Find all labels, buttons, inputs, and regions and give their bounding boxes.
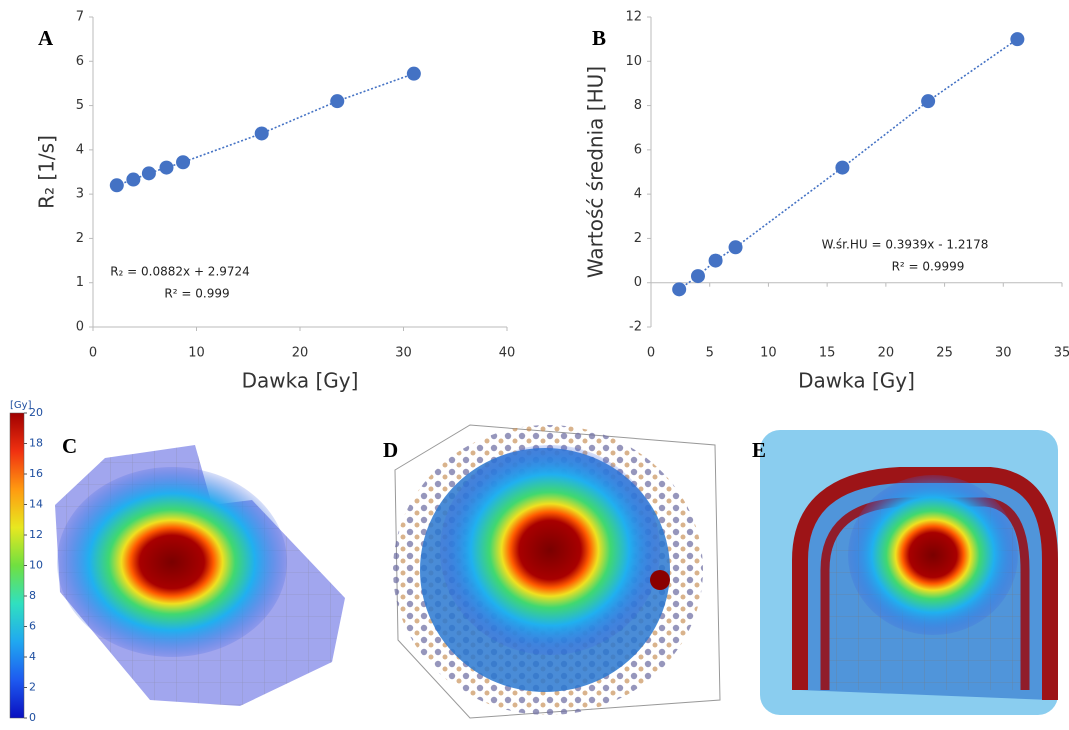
x-tick-label: 20 <box>292 346 309 361</box>
x-tick-label: 5 <box>706 346 714 361</box>
colorbar-tick-label: 8 <box>29 589 36 602</box>
x-tick-label: 35 <box>1054 346 1069 361</box>
point <box>141 166 156 181</box>
panel-label: A <box>38 26 54 50</box>
colorbar-label: [Gy] <box>10 400 32 411</box>
x-tick-label: 10 <box>760 346 777 361</box>
render-c <box>55 445 345 706</box>
x-tick-label: 30 <box>395 346 412 361</box>
y-tick-label: 4 <box>634 187 642 202</box>
y-axis-label: R₂ [1/s] <box>35 135 59 209</box>
colorbar-tick-label: 4 <box>29 650 36 663</box>
y-tick-label: 12 <box>625 10 642 25</box>
panel-label: C <box>62 434 77 458</box>
y-tick-label: 7 <box>76 10 84 25</box>
y-tick-label: 6 <box>634 142 642 157</box>
y-tick-label: 6 <box>76 54 84 69</box>
colorbar-tick-label: 0 <box>29 711 36 724</box>
render-e <box>760 430 1058 715</box>
y-tick-label: 10 <box>625 54 642 69</box>
point <box>728 240 743 255</box>
point <box>126 172 141 187</box>
point <box>330 94 345 109</box>
colorbar <box>9 412 25 719</box>
x-tick-label: 0 <box>89 346 97 361</box>
point <box>176 155 191 170</box>
point <box>708 253 723 268</box>
colorbar-tick-label: 2 <box>29 681 36 694</box>
y-axis-label: Wartość średnia [HU] <box>584 66 608 278</box>
y-tick-label: 0 <box>76 320 84 335</box>
colorbar-tick-label: 12 <box>29 528 43 541</box>
y-tick-label: 3 <box>76 187 84 202</box>
y-tick-label: 8 <box>634 98 642 113</box>
y-tick-label: -2 <box>629 320 642 335</box>
y-tick-label: 4 <box>76 142 84 157</box>
y-tick-label: 0 <box>634 275 642 290</box>
y-tick-label: 2 <box>76 231 84 246</box>
colorbar-tick-label: 14 <box>29 498 43 511</box>
panel-label: B <box>592 26 606 50</box>
x-tick-label: 0 <box>647 346 655 361</box>
annotation: R² = 0.999 <box>164 287 229 301</box>
x-axis-label: Dawka [Gy] <box>798 369 915 393</box>
annotation: R² = 0.9999 <box>892 260 965 274</box>
point <box>835 160 850 175</box>
panel-label: D <box>383 438 398 462</box>
colorbar-tick-label: 20 <box>29 406 43 419</box>
y-tick-label: 1 <box>76 275 84 290</box>
annotation: W.śr.HU = 0.3939x - 1.2178 <box>822 238 989 252</box>
point <box>406 66 421 81</box>
colorbar-tick-label: 18 <box>29 437 43 450</box>
colorbar-tick-label: 10 <box>29 559 43 572</box>
x-tick-label: 20 <box>878 346 895 361</box>
x-tick-label: 40 <box>499 346 516 361</box>
y-tick-label: 2 <box>634 231 642 246</box>
x-axis-label: Dawka [Gy] <box>242 369 359 393</box>
colorbar-tick-label: 16 <box>29 467 43 480</box>
point <box>921 94 936 109</box>
point <box>109 178 124 193</box>
x-tick-label: 10 <box>188 346 205 361</box>
point <box>672 282 687 297</box>
y-tick-label: 5 <box>76 98 84 113</box>
point <box>1010 32 1025 47</box>
point <box>254 126 269 141</box>
annotation: R₂ = 0.0882x + 2.9724 <box>110 265 250 279</box>
x-tick-label: 15 <box>819 346 836 361</box>
point <box>159 160 174 175</box>
colorbar-tick-label: 6 <box>29 620 36 633</box>
panel-label: E <box>752 438 766 462</box>
render-d <box>393 424 721 719</box>
point <box>690 269 705 284</box>
x-tick-label: 25 <box>936 346 953 361</box>
x-tick-label: 30 <box>995 346 1012 361</box>
